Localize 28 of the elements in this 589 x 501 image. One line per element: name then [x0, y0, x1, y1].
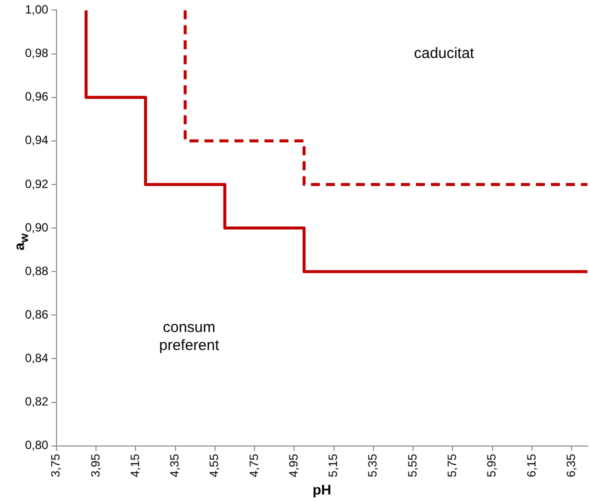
x-tick-label: 3,75	[48, 454, 63, 478]
x-tick-label: 5,15	[326, 454, 340, 478]
y-tick-label: 0,96	[24, 90, 49, 104]
x-tick-label: 6,15	[524, 454, 538, 478]
y-tick-label: 0,84	[24, 351, 49, 366]
y-tick-label: 0,80	[24, 438, 49, 452]
x-tick-label: 5,35	[366, 454, 380, 478]
annotation: caducitat	[414, 44, 475, 62]
y-tick-label: 0,82	[24, 394, 49, 409]
x-tick-label: 4,55	[207, 454, 222, 478]
x-tick-label: 4,35	[168, 454, 182, 478]
y-tick-label: 1,00	[24, 2, 49, 17]
x-tick-label: 4,75	[246, 454, 261, 478]
x-axis-title: pH	[312, 481, 332, 498]
y-tick-label: 0,98	[24, 46, 49, 60]
x-tick-label: 5,75	[445, 454, 460, 478]
annotation: consum preferent	[159, 319, 220, 354]
y-tick-label: 0,92	[24, 176, 49, 191]
y-tick-label: 0,90	[24, 220, 49, 234]
y-tick-label: 0,94	[24, 133, 49, 148]
x-tick-label: 5,55	[405, 454, 420, 478]
x-tick-label: 4,15	[128, 454, 142, 478]
y-tick-label: 0,88	[24, 264, 49, 278]
x-tick-label: 3,95	[88, 454, 102, 478]
y-tick-label: 0,86	[24, 307, 49, 322]
x-tick-label: 6,35	[564, 454, 578, 478]
x-tick-label: 4,95	[286, 454, 300, 478]
x-tick-label: 5,95	[484, 454, 499, 478]
